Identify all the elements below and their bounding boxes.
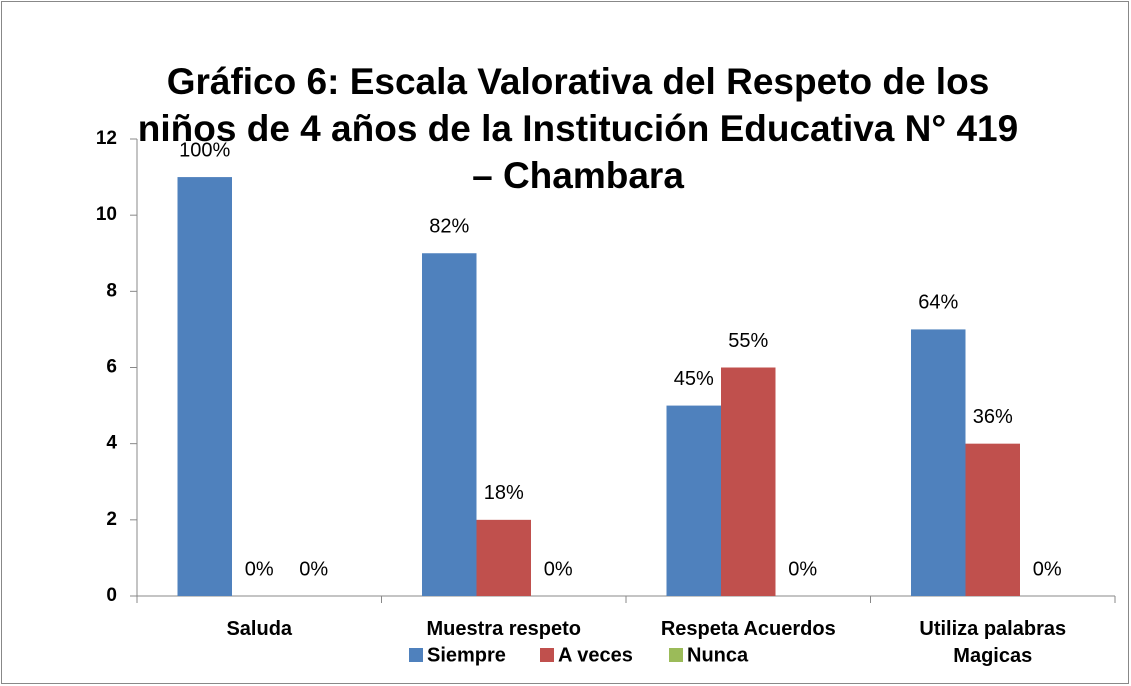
y-tick-label: 2 (106, 509, 117, 530)
data-label: 18% (484, 482, 524, 504)
bar (476, 519, 531, 596)
data-label: 82% (429, 216, 469, 238)
data-label: 45% (674, 368, 714, 390)
data-label: 0% (1033, 558, 1062, 580)
chart-title: Gráfico 6: Escala Valorativa del Respeto… (137, 61, 1019, 196)
bar (177, 177, 232, 597)
bar (422, 253, 477, 596)
bar (911, 329, 966, 596)
x-tick-label: Utiliza palabras Magicas (919, 618, 1067, 667)
y-tick-label: 8 (106, 280, 117, 301)
x-tick-label: Saluda (226, 618, 293, 640)
y-tick-label: 6 (106, 357, 117, 378)
legend-swatch (409, 648, 423, 662)
data-label: 36% (973, 406, 1013, 428)
legend-label: Nunca (687, 644, 749, 666)
y-tick-label: 0 (106, 585, 117, 606)
x-tick-label: Muestra respeto (426, 618, 582, 640)
legend-label: Siempre (427, 644, 506, 666)
y-tick-label: 10 (96, 204, 117, 225)
data-label: 0% (245, 558, 274, 580)
legend-label: A veces (558, 644, 633, 666)
bar (965, 443, 1020, 596)
data-label: 0% (788, 558, 817, 580)
data-label: 100% (179, 139, 230, 161)
legend-swatch (669, 648, 683, 662)
data-label: 64% (918, 292, 958, 314)
data-label: 0% (299, 558, 328, 580)
y-tick-label: 12 (96, 128, 117, 149)
x-tick-label: Respeta Acuerdos (660, 618, 836, 640)
bar (721, 367, 776, 596)
legend-swatch (540, 648, 554, 662)
bar (666, 405, 721, 596)
y-tick-label: 4 (106, 433, 117, 454)
data-label: 0% (544, 558, 573, 580)
data-label: 55% (728, 330, 768, 352)
